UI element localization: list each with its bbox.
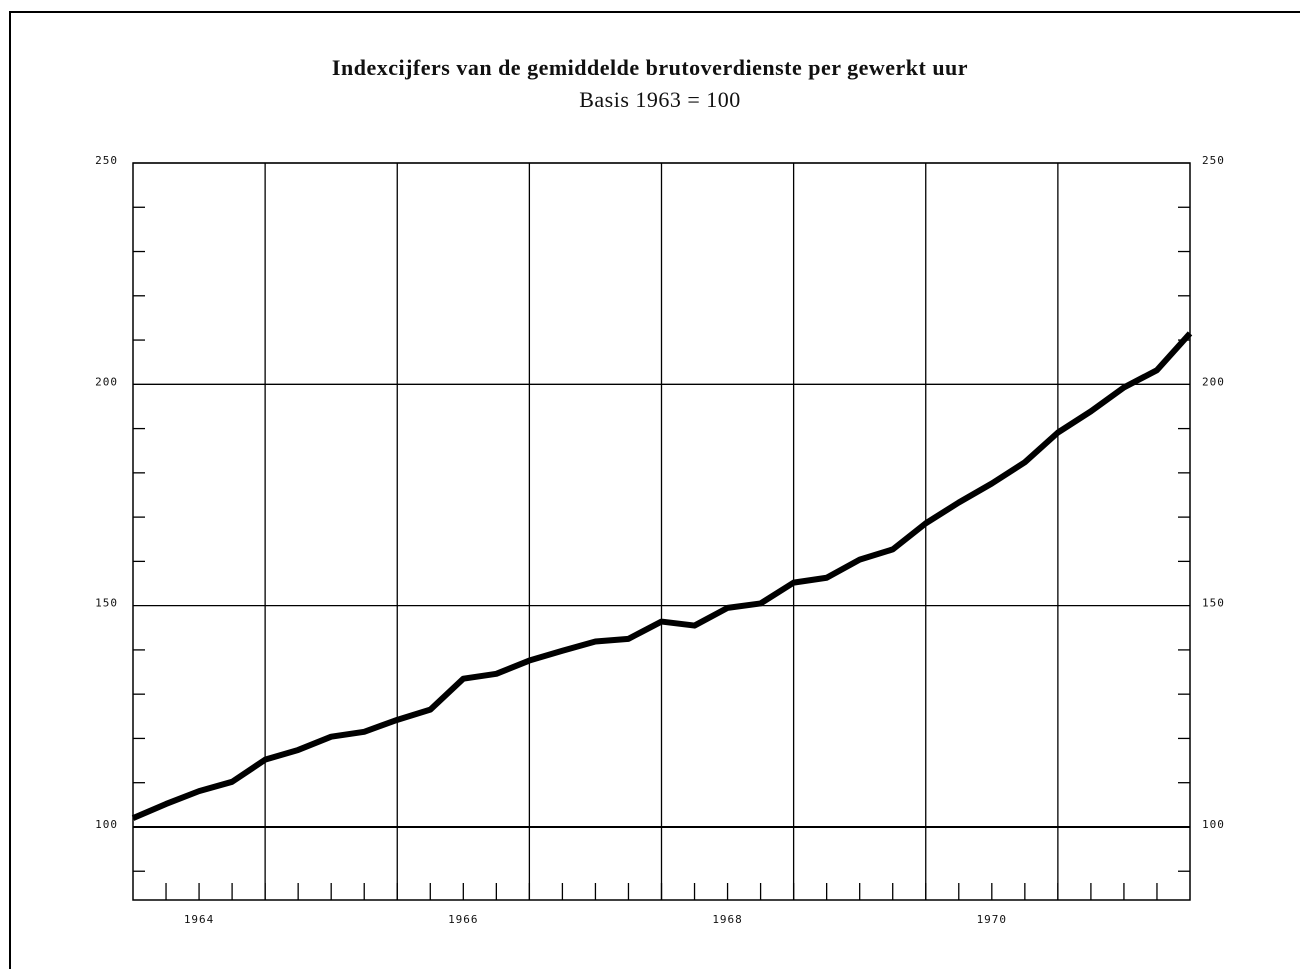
chart-title: Indexcijfers van de gemiddelde brutoverd… [332,55,968,80]
y-tick-label: 100 [95,818,118,831]
y2-tick-label: 200 [1202,375,1225,388]
y2-tick-label: 100 [1202,818,1225,831]
y-tick-label: 250 [95,154,118,167]
chart-subtitle: Basis 1963 = 100 [579,87,741,112]
y-tick-label: 200 [95,375,118,388]
y2-tick-label: 250 [1202,154,1225,167]
x-tick-label: 1970 [977,913,1008,926]
y-tick-label: 150 [95,597,118,610]
x-tick-label: 1966 [448,913,479,926]
data-line [131,331,1193,821]
page-frame [9,11,1300,969]
y2-tick-label: 150 [1202,597,1225,610]
x-tick-label: 1964 [184,913,215,926]
x-tick-label: 1968 [712,913,743,926]
